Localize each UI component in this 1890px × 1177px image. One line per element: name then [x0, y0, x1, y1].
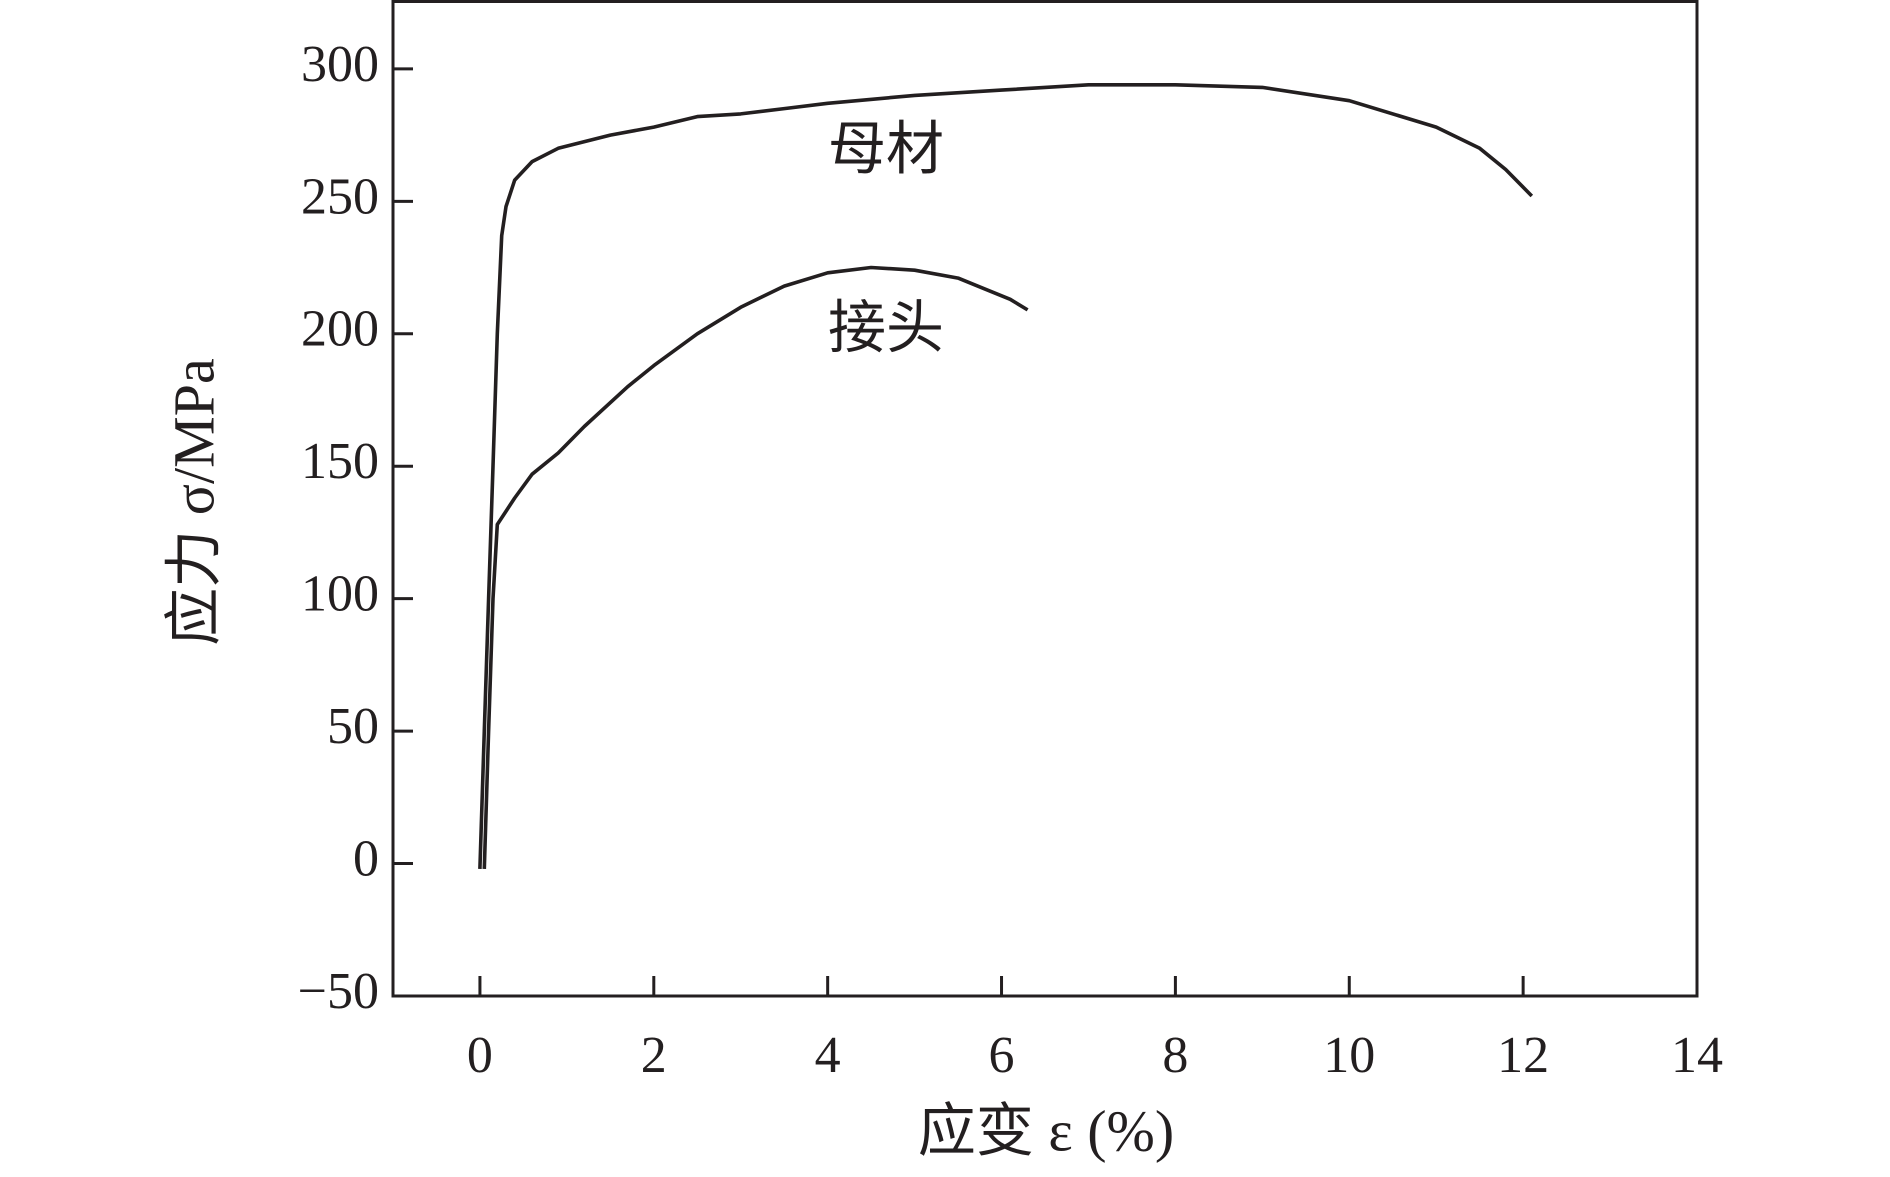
x-tick-label: 12: [1497, 1027, 1549, 1084]
data-line: [478, 83, 1534, 869]
y-tick-label: 50: [327, 698, 379, 755]
x-tick-label: 10: [1323, 1027, 1375, 1084]
x-tick-label: 6: [989, 1027, 1015, 1084]
y-tick-label: 150: [301, 433, 379, 490]
series-label: 母材: [828, 116, 944, 181]
series-label: 接头: [828, 295, 944, 360]
y-tick-label: 100: [301, 566, 379, 623]
data-line: [482, 265, 1029, 869]
x-tick-label: 0: [467, 1027, 493, 1084]
y-axis-label: 应力 σ/MPa: [161, 358, 226, 645]
y-tick-label: 0: [353, 830, 379, 887]
x-tick-label: 4: [815, 1027, 841, 1084]
x-tick-label: 14: [1671, 1027, 1723, 1084]
y-tick-label: 200: [301, 301, 379, 358]
x-tick-label: 8: [1162, 1027, 1188, 1084]
y-tick-label: −50: [298, 963, 379, 1020]
plot-frame: [391, 0, 1699, 998]
y-tick-label: 300: [301, 36, 379, 93]
x-tick-label: 2: [641, 1027, 667, 1084]
x-axis-label: 应变 ε (%): [918, 1098, 1174, 1163]
y-tick-label: 250: [301, 168, 379, 225]
